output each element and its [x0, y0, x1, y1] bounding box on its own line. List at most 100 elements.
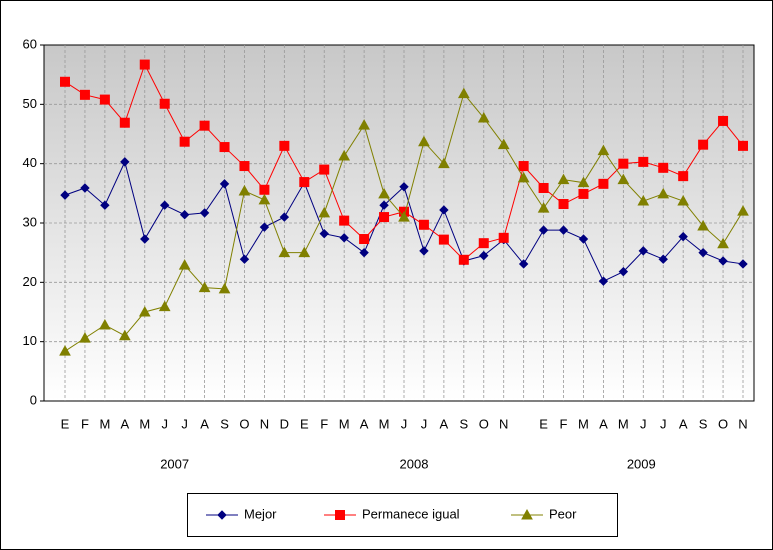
x-tick-label: M [618, 416, 629, 431]
marker [538, 182, 549, 193]
x-tick-label: O [239, 416, 249, 431]
marker [335, 510, 345, 520]
marker [577, 176, 590, 188]
marker [319, 228, 329, 239]
marker [318, 206, 331, 218]
x-tick-label: F [81, 416, 89, 431]
x-tick-label: A [599, 416, 608, 431]
x-tick-label: J [660, 416, 667, 431]
x-tick-label: O [479, 416, 489, 431]
marker [178, 259, 191, 270]
marker [79, 332, 91, 343]
marker [678, 231, 688, 242]
marker [278, 246, 291, 258]
x-tick-label: M [139, 416, 150, 431]
marker [378, 187, 390, 199]
marker [578, 234, 589, 244]
marker [60, 190, 70, 200]
marker [359, 234, 370, 245]
marker [738, 140, 748, 151]
marker [518, 161, 529, 172]
marker [59, 345, 71, 356]
marker [418, 135, 430, 147]
x-tick-label: N [260, 416, 269, 431]
marker [677, 195, 690, 206]
marker [79, 89, 90, 100]
marker [517, 171, 530, 183]
x-tick-label: N [499, 416, 508, 431]
marker [239, 254, 250, 264]
y-tick-label: 40 [23, 155, 37, 170]
x-tick-label: E [539, 416, 548, 431]
marker [199, 120, 210, 131]
x-group-label: 2007 [160, 456, 189, 471]
marker [658, 162, 669, 173]
marker [478, 238, 489, 249]
x-tick-label: J [421, 416, 428, 431]
marker [60, 76, 70, 87]
marker [521, 508, 533, 520]
marker [439, 205, 449, 215]
x-tick-label: J [161, 416, 168, 431]
marker [457, 87, 470, 99]
marker [438, 157, 450, 169]
x-tick-label: S [459, 416, 468, 431]
x-tick-label: J [401, 416, 408, 431]
marker [217, 510, 227, 520]
x-tick-label: A [440, 416, 449, 431]
marker [139, 59, 150, 70]
marker [657, 187, 670, 199]
marker [618, 158, 629, 169]
marker [638, 156, 649, 167]
marker [298, 246, 311, 258]
marker [698, 247, 708, 258]
marker [638, 246, 649, 256]
marker [458, 254, 469, 265]
marker [558, 225, 569, 235]
marker [319, 164, 330, 175]
marker [299, 177, 310, 188]
x-tick-label: A [200, 416, 209, 431]
marker [597, 144, 610, 156]
marker [658, 254, 668, 264]
y-tick-label: 60 [23, 36, 37, 51]
x-tick-label: E [300, 416, 309, 431]
marker [598, 178, 609, 189]
marker [100, 200, 110, 210]
legend-label: Permanece igual [362, 506, 460, 521]
marker [518, 259, 529, 269]
x-tick-label: S [220, 416, 229, 431]
marker [80, 183, 90, 193]
marker [537, 202, 550, 213]
x-tick-label: F [320, 416, 328, 431]
marker [198, 281, 211, 293]
marker [438, 234, 449, 245]
marker [279, 140, 290, 151]
marker [119, 117, 130, 128]
marker [698, 139, 709, 150]
marker [497, 138, 510, 150]
marker [179, 209, 190, 220]
legend-box [187, 493, 618, 537]
marker [379, 212, 390, 223]
marker [717, 237, 729, 249]
marker [738, 259, 748, 269]
marker [697, 219, 709, 231]
marker [379, 200, 389, 210]
x-tick-label: M [379, 416, 390, 431]
marker [99, 319, 111, 330]
marker [338, 149, 351, 161]
marker [718, 256, 728, 266]
marker [418, 219, 429, 230]
x-tick-label: M [99, 416, 110, 431]
marker [218, 282, 231, 294]
x-tick-label: M [339, 416, 350, 431]
x-tick-label: A [120, 416, 129, 431]
marker [538, 225, 549, 235]
marker [358, 119, 370, 130]
marker [419, 246, 429, 256]
marker [339, 233, 349, 243]
marker [99, 94, 110, 105]
marker [258, 193, 271, 205]
marker [339, 215, 350, 226]
